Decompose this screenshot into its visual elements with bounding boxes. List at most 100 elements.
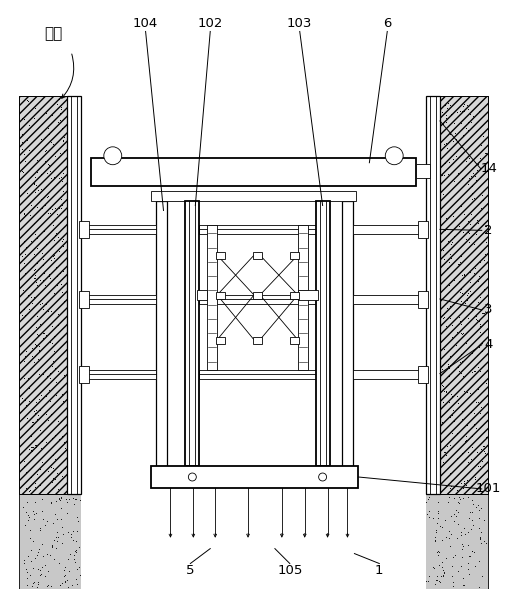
- Point: [446, 100, 454, 109]
- Point: [150, 532, 158, 542]
- Point: [21, 156, 29, 165]
- Point: [200, 528, 208, 538]
- Point: [466, 109, 475, 119]
- Point: [64, 555, 72, 564]
- Point: [32, 414, 41, 424]
- Point: [482, 378, 490, 387]
- Point: [61, 570, 69, 580]
- Point: [226, 550, 234, 560]
- Point: [458, 270, 466, 280]
- Point: [477, 538, 485, 548]
- Bar: [79, 366, 89, 382]
- Point: [100, 573, 108, 583]
- Text: 5: 5: [186, 564, 195, 577]
- Point: [18, 285, 26, 294]
- Point: [408, 505, 416, 514]
- Point: [461, 124, 469, 133]
- Point: [42, 239, 50, 248]
- Point: [48, 204, 56, 214]
- Point: [476, 292, 484, 301]
- Point: [473, 447, 481, 456]
- Point: [27, 431, 35, 440]
- Point: [57, 467, 65, 476]
- Point: [46, 166, 54, 176]
- Point: [460, 269, 468, 278]
- Point: [168, 537, 176, 546]
- Point: [458, 414, 466, 423]
- Point: [431, 535, 439, 545]
- Point: [447, 511, 455, 521]
- Point: [441, 158, 449, 168]
- Point: [467, 495, 476, 505]
- Point: [461, 436, 469, 446]
- Point: [29, 509, 38, 519]
- Point: [315, 555, 323, 564]
- Bar: [19, 96, 67, 494]
- Point: [39, 551, 47, 560]
- Point: [441, 447, 449, 456]
- Point: [53, 118, 61, 127]
- Point: [39, 562, 47, 571]
- Bar: [91, 158, 416, 186]
- Point: [27, 545, 35, 554]
- Point: [478, 346, 486, 356]
- Point: [476, 408, 484, 418]
- Point: [32, 397, 40, 407]
- Point: [127, 517, 135, 526]
- Point: [288, 549, 296, 558]
- Point: [417, 569, 425, 578]
- Bar: [79, 291, 89, 308]
- Point: [283, 566, 292, 576]
- Point: [449, 158, 457, 168]
- Point: [191, 533, 199, 543]
- Point: [33, 470, 41, 479]
- Point: [47, 174, 55, 183]
- Point: [457, 320, 465, 329]
- Point: [27, 145, 35, 154]
- Point: [453, 454, 461, 463]
- Point: [214, 531, 222, 541]
- Point: [123, 577, 131, 587]
- Point: [449, 553, 457, 562]
- Point: [260, 564, 268, 573]
- Point: [42, 200, 50, 210]
- Point: [99, 493, 107, 503]
- Point: [442, 100, 450, 109]
- Point: [471, 157, 479, 167]
- Point: [299, 582, 307, 591]
- Point: [46, 397, 54, 406]
- Point: [18, 252, 26, 261]
- Point: [458, 130, 466, 139]
- Point: [205, 576, 213, 586]
- Point: [21, 268, 29, 278]
- Point: [275, 506, 283, 516]
- Point: [21, 507, 29, 517]
- Point: [470, 419, 478, 428]
- Point: [188, 565, 196, 574]
- Point: [423, 509, 431, 518]
- Point: [473, 447, 481, 456]
- Point: [57, 493, 65, 502]
- Point: [59, 135, 67, 145]
- Point: [232, 517, 240, 527]
- Point: [311, 556, 319, 565]
- Point: [478, 456, 486, 465]
- Point: [82, 499, 90, 509]
- Point: [481, 249, 489, 259]
- Point: [58, 200, 66, 209]
- Point: [183, 524, 191, 533]
- Point: [179, 522, 188, 531]
- Point: [459, 483, 467, 493]
- Point: [215, 582, 223, 591]
- Point: [58, 522, 66, 532]
- Point: [120, 545, 128, 555]
- Point: [202, 501, 210, 510]
- Point: [31, 274, 39, 283]
- Point: [46, 368, 54, 378]
- Point: [438, 563, 446, 572]
- Point: [311, 581, 319, 590]
- Point: [455, 259, 463, 268]
- Point: [24, 515, 32, 525]
- Point: [71, 495, 80, 504]
- Point: [71, 545, 79, 555]
